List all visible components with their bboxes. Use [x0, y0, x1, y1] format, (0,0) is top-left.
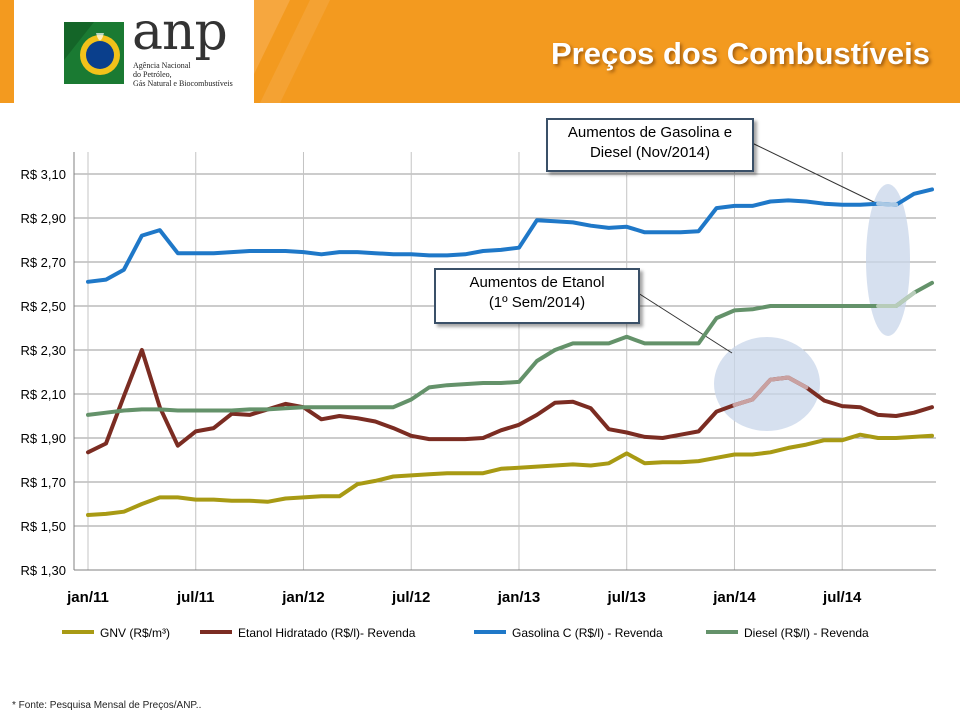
series-highlight-1	[732, 375, 809, 407]
legend-label-1: Etanol Hidratado (R$/l)- Revenda	[238, 626, 416, 640]
source-footnote: * Fonte: Pesquisa Mensal de Preços/ANP..	[12, 700, 202, 711]
y-tick-label: R$ 2,10	[20, 387, 66, 402]
callout-ethanol-line2: (1º Sem/2014)	[488, 294, 586, 312]
y-tick-label: R$ 2,30	[20, 343, 66, 358]
header-banner: anp Agência Nacional do Petróleo, Gás Na…	[0, 0, 960, 103]
y-tick-label: R$ 1,50	[20, 519, 66, 534]
legend-label-2: Gasolina C (R$/l) - Revenda	[512, 626, 663, 640]
x-tick-label: jul/14	[822, 589, 862, 606]
legend-label-0: GNV (R$/m³)	[100, 626, 170, 640]
chart-legend: GNV (R$/m³) Etanol Hidratado (R$/l)- Reve…	[62, 626, 869, 640]
anp-logo: anp Agência Nacional do Petróleo, Gás Na…	[14, 0, 254, 103]
x-tick-label: jul/13	[607, 589, 646, 606]
legend-label-3: Diesel (R$/l) - Revenda	[744, 626, 869, 640]
series-highlight-2	[876, 201, 899, 207]
y-tick-label: R$ 1,90	[20, 431, 66, 446]
callout-connector-gasoline	[751, 142, 881, 206]
x-tick-label: jul/11	[176, 589, 215, 606]
callout-gasoline-line1: Aumentos de Gasolina e	[567, 124, 733, 141]
logo-subtitle-line3: Gás Natural e Biocombustíveis	[133, 79, 233, 88]
series-line-2	[86, 187, 934, 284]
callout-ethanol-line1: Aumentos de Etanol	[469, 274, 605, 291]
y-tick-label: R$ 3,10	[20, 167, 66, 182]
fuel-price-chart: R$ 1,30 R$ 1,50 R$ 1,70 R$ 1,90 R$ 2,10 R$ 2,…	[20, 142, 936, 640]
x-tick-label: jul/12	[391, 589, 430, 606]
y-tick-label: R$ 1,70	[20, 475, 66, 490]
series-highlight-3	[876, 290, 916, 308]
x-tick-label: jan/12	[281, 589, 325, 606]
chart-series	[86, 187, 934, 517]
chart-axes: R$ 1,30 R$ 1,50 R$ 1,70 R$ 1,90 R$ 2,10 R$ 2,…	[20, 152, 936, 606]
logo-subtitle-line1: Agência Nacional	[133, 61, 191, 70]
page-title: Preços dos Combustíveis	[550, 36, 930, 71]
callout-gasoline-diesel: Aumentos de Gasolina e Diesel (Nov/2014)	[546, 118, 754, 172]
y-tick-label: R$ 1,30	[20, 563, 66, 578]
highlight-ellipse-gasoline-diesel	[866, 184, 910, 336]
callout-ethanol: Aumentos de Etanol (1º Sem/2014)	[434, 268, 640, 324]
callout-gasoline-line2: Diesel (Nov/2014)	[589, 144, 711, 162]
series-line-3	[86, 280, 934, 417]
logo-wordmark: anp	[132, 2, 228, 62]
callout-connector-ethanol	[637, 292, 733, 354]
y-tick-label: R$ 2,70	[20, 255, 66, 270]
y-tick-label: R$ 2,50	[20, 299, 66, 314]
logo-subtitle-line2: do Petróleo,	[133, 70, 172, 79]
y-tick-label: R$ 2,90	[20, 211, 66, 226]
x-tick-label: jan/14	[712, 589, 756, 606]
x-tick-label: jan/13	[497, 589, 541, 606]
anp-logo-emblem	[64, 22, 124, 84]
x-tick-label: jan/11	[66, 589, 109, 606]
series-line-0	[86, 432, 934, 517]
